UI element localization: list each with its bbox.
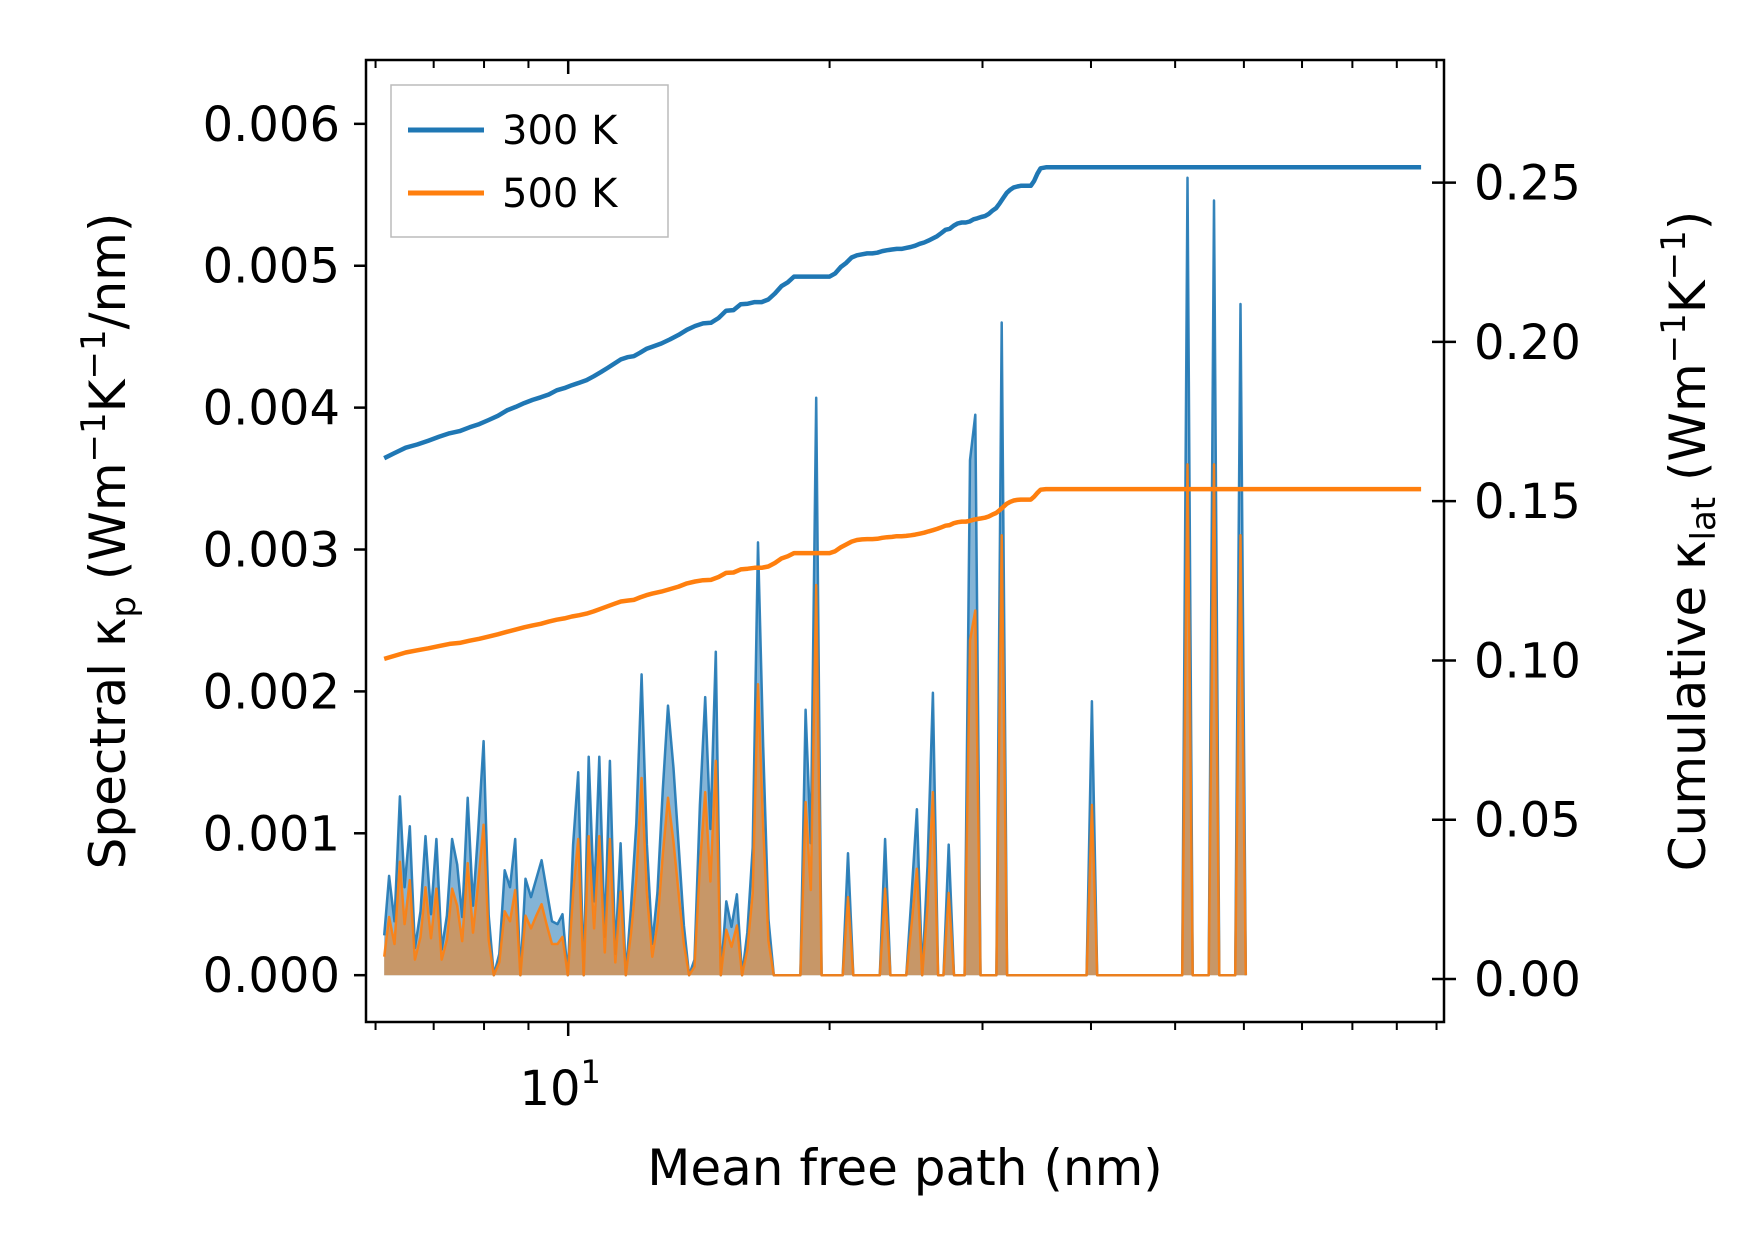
y-tick-label-left: 0.001 bbox=[203, 806, 340, 862]
x-tick-label: 101 bbox=[519, 1053, 600, 1117]
spectral-line-500k bbox=[382, 463, 1248, 977]
legend-label-300k: 300 K bbox=[502, 108, 619, 154]
y-tick-label-left: 0.003 bbox=[203, 523, 340, 579]
y-axis-label-right: Cumulative κlat (Wm−1K−1) bbox=[1654, 211, 1724, 871]
axis-ticks: 0.000 0.001 0.002 0.003 0.004 0.005 0.006 0.00 0… bbox=[203, 60, 1581, 1117]
legend: 300 K 500 K bbox=[390, 84, 669, 238]
y-tick-label-right: 0.25 bbox=[1474, 156, 1581, 212]
y-tick-label-left: 0.000 bbox=[203, 948, 340, 1004]
y-tick-label-right: 0.20 bbox=[1474, 315, 1581, 371]
y-tick-label-left: 0.006 bbox=[203, 97, 340, 153]
cumulative-line-300k bbox=[383, 165, 1422, 461]
y-tick-label-right: 0.10 bbox=[1474, 633, 1581, 689]
y-tick-label-left: 0.002 bbox=[203, 664, 340, 720]
plot-frame bbox=[364, 58, 1446, 1024]
x-axis-label: Mean free path (nm) bbox=[647, 1139, 1163, 1197]
legend-label-500k: 500 K bbox=[502, 171, 619, 217]
y-tick-label-right: 0.00 bbox=[1474, 952, 1581, 1008]
plot-area bbox=[382, 165, 1422, 977]
y-axis-label-left: Spectral κp (Wm−1K−1/nm) bbox=[74, 213, 144, 870]
y-tick-label-right: 0.15 bbox=[1474, 474, 1581, 530]
y-tick-label-left: 0.004 bbox=[203, 381, 340, 437]
y-tick-label-right: 0.05 bbox=[1474, 793, 1581, 849]
legend-box bbox=[390, 84, 669, 238]
cumulative-line-500k bbox=[383, 486, 1422, 662]
y-tick-label-left: 0.005 bbox=[203, 239, 340, 295]
